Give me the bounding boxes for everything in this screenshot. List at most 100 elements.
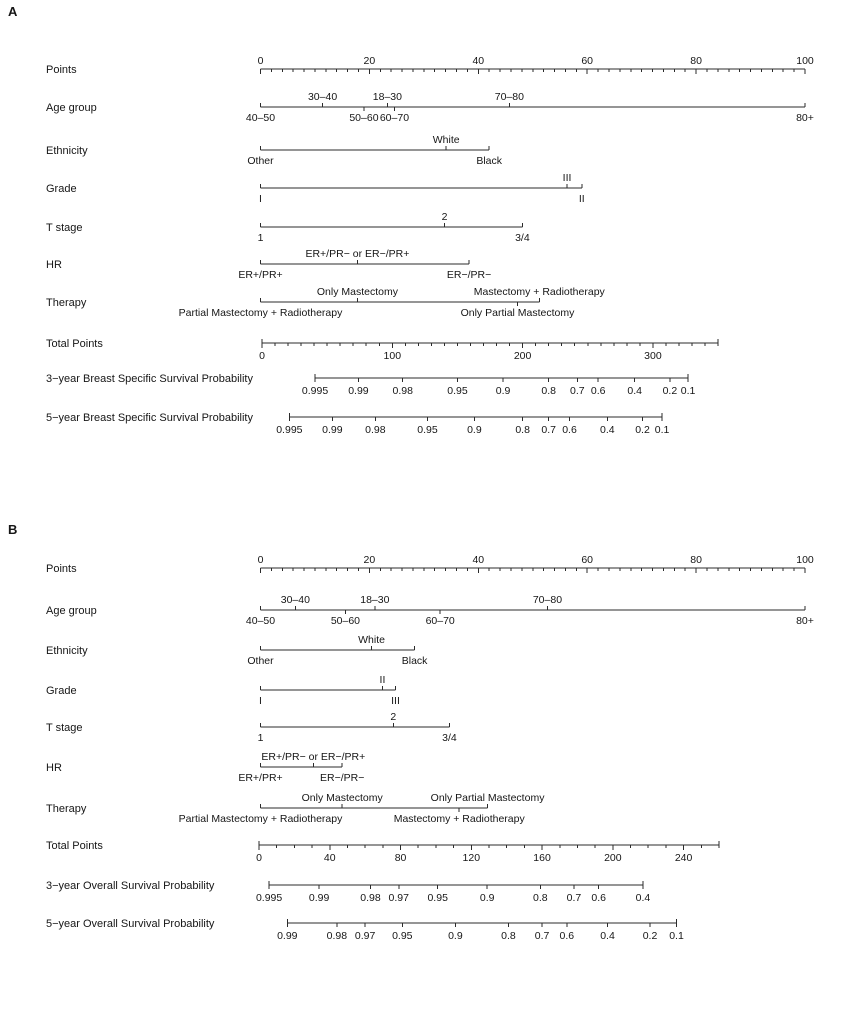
row-label: T stage [46,222,83,234]
row-ethnicity: Ethnicity Other White Black [46,634,428,667]
row-label: HR [46,259,62,271]
prob-tick-label: 0.7 [567,892,582,904]
prob-tick-label: 0.99 [348,385,369,397]
category-label: 3/4 [515,232,530,244]
prob-tick-label: 0.8 [515,424,530,436]
tick-label: 200 [514,350,532,362]
row-t-stage: T stage 1 2 3/4 [46,711,457,744]
row-label: Therapy [46,297,87,309]
prob-tick-label: 0.95 [447,385,468,397]
row-ethnicity: Ethnicity Other White Black [46,134,503,167]
prob-tick-label: 0.95 [427,892,448,904]
prob-tick-label: 0.8 [541,385,556,397]
row-total-points-axis: Total Points 0 40 80 120 160 200 240 [46,840,720,864]
tick-label: 0 [256,852,262,864]
row-age-group: Age group40–5030–4050–6018–3060–7070–808… [46,594,814,627]
prob-tick-label: 0.99 [309,892,330,904]
tick-label: 300 [644,350,662,362]
prob-tick-label: 0.97 [389,892,410,904]
prob-tick-label: 0.9 [467,424,482,436]
category-label: 1 [258,732,264,744]
category-label: Only Partial Mastectomy [431,792,546,804]
category-label: 18–30 [373,91,402,103]
row-therapy: Therapy Partial Mastectomy + Radiotherapy… [46,792,545,825]
tick-label: 20 [364,554,376,566]
prob-tick-label: 0.1 [681,385,696,397]
category-label: White [358,634,385,646]
row-hr: HR ER+/PR+ ER+/PR− or ER−/PR+ ER−/PR− [46,751,365,784]
prob-tick-label: 0.995 [256,892,282,904]
row-label: HR [46,762,62,774]
panel-letter: B [8,522,17,537]
row-label: 5−year Overall Survival Probability [46,918,215,930]
category-label: 60–70 [380,112,409,124]
category-label: III [391,695,400,707]
prob-tick-label: 0.7 [541,424,556,436]
panel-letter: A [8,4,18,19]
prob-tick-label: 0.7 [570,385,585,397]
tick-label: 100 [384,350,402,362]
row-label: T stage [46,722,83,734]
category-label: Mastectomy + Radiotherapy [474,286,606,298]
row-label: Grade [46,685,77,697]
prob-tick-label: 0.995 [302,385,328,397]
tick-label: 80 [690,55,702,67]
tick-label: 40 [472,554,484,566]
tick-label: 40 [324,852,336,864]
prob-tick-label: 0.6 [591,385,606,397]
prob-tick-label: 0.98 [393,385,414,397]
row-therapy: Therapy Partial Mastectomy + Radiotherapy… [46,286,606,319]
prob-tick-label: 0.98 [360,892,381,904]
row-label: Ethnicity [46,145,88,157]
category-label: White [433,134,460,146]
category-label: I [259,193,262,205]
tick-label: 80 [690,554,702,566]
prob-tick-label: 0.1 [669,930,684,942]
category-label: Black [402,655,428,667]
prob-tick-label: 0.8 [501,930,516,942]
prob-tick-label: 0.95 [417,424,438,436]
category-label: Partial Mastectomy + Radiotherapy [179,813,343,825]
category-label: Other [247,655,274,667]
row-hr: HR ER+/PR+ ER+/PR− or ER−/PR+ ER−/PR− [46,248,491,281]
prob-tick-label: 0.2 [663,385,678,397]
row-5-year-overall-survival-probability: 5−year Overall Survival Probability 0.99 0… [46,918,684,942]
category-label: ER−/PR− [320,772,364,784]
tick-label: 0 [258,55,264,67]
row-label: 3−year Breast Specific Survival Probabil… [46,373,253,385]
category-label: ER+/PR+ [238,269,282,281]
category-label: II [380,674,386,686]
row-points-axis: Points 0 20 40 60 80 100 [46,55,814,76]
prob-tick-label: 0.4 [627,385,642,397]
row-label: Therapy [46,803,87,815]
prob-tick-label: 0.7 [535,930,550,942]
row-label: Age group [46,102,97,114]
category-label: Mastectomy + Radiotherapy [394,813,526,825]
category-label: Black [476,155,502,167]
category-label: ER−/PR− [447,269,491,281]
prob-tick-label: 0.4 [600,930,615,942]
row-label: Grade [46,183,77,195]
prob-tick-label: 0.6 [591,892,606,904]
row-5-year-breast-specific-survival-probability: 5−year Breast Specific Survival Probabil… [46,412,670,436]
category-label: 30–40 [308,91,337,103]
category-label: II [579,193,585,205]
prob-tick-label: 0.2 [635,424,650,436]
category-label: Only Mastectomy [302,792,384,804]
category-label: 50–60 [349,112,378,124]
row-label: Ethnicity [46,645,88,657]
category-label: 70–80 [495,91,524,103]
row-label: 5−year Breast Specific Survival Probabil… [46,412,253,424]
category-label: Only Partial Mastectomy [461,307,576,319]
tick-label: 0 [259,350,265,362]
category-label: 70–80 [533,594,562,606]
tick-label: 160 [533,852,551,864]
row-age-group: Age group40–5030–4050–6018–3060–7070–808… [46,91,814,124]
row-label: Points [46,64,77,76]
category-label: 40–50 [246,615,275,627]
prob-tick-label: 0.1 [655,424,670,436]
prob-tick-label: 0.9 [448,930,463,942]
tick-label: 60 [581,554,593,566]
